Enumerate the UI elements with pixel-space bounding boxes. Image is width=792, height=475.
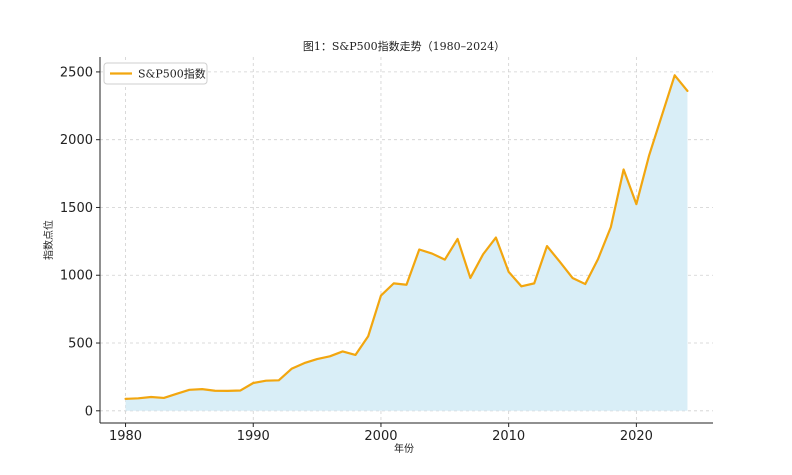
y-tick-label-1500: 1500 [60, 201, 93, 216]
legend-label: S&P500指数 [138, 67, 206, 81]
y-axis-label: 指数点位 [42, 220, 55, 260]
x-tick-label-2010: 2010 [492, 429, 525, 444]
legend-box [103, 62, 208, 85]
axes-layer [99, 57, 713, 424]
x-tick-label-1990: 1990 [237, 429, 270, 444]
y-tick-label-1000: 1000 [60, 269, 93, 284]
x-tick-label-1980: 1980 [109, 429, 142, 444]
y-tick-label-500: 500 [68, 337, 93, 352]
labels-layer: 图1：S&P500指数走势（1980–2024） 年份 指数点位 [42, 39, 505, 455]
series-line [124, 74, 689, 400]
x-axis-label: 年份 [394, 442, 414, 455]
chart-title: 图1：S&P500指数走势（1980–2024） [303, 39, 505, 53]
series-area-fill [125, 75, 688, 411]
area-layer [125, 75, 688, 411]
x-tick-label-2020: 2020 [620, 429, 653, 444]
y-tick-label-2000: 2000 [60, 133, 93, 148]
y-tick-label-0: 0 [85, 404, 93, 419]
ticks-layer: 1980 1990 2000 2010 2020 0 500 1000 1500 2000 2500 [60, 65, 653, 444]
line-layer [124, 74, 689, 400]
legend: S&P500指数 [103, 62, 208, 85]
y-tick-label-2500: 2500 [60, 65, 93, 80]
x-tick-label-2000: 2000 [364, 429, 397, 444]
